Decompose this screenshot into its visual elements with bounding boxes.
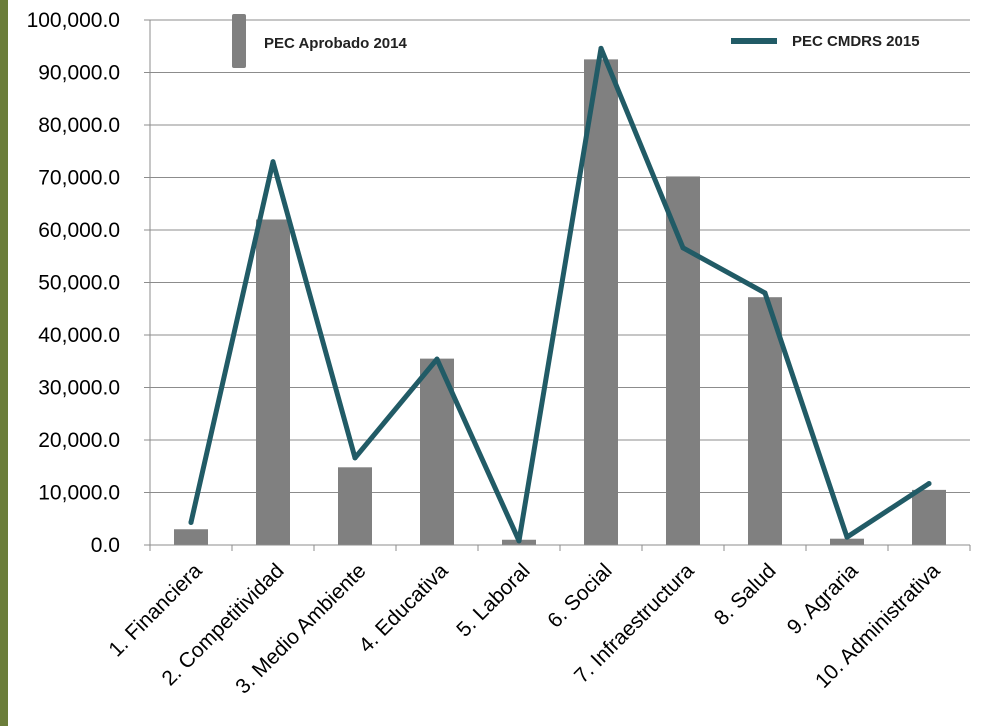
bar [748,297,782,545]
y-tick-label: 90,000.0 [38,62,120,85]
bar [584,59,618,545]
bar [666,176,700,545]
y-tick-label: 80,000.0 [38,114,120,137]
line-point [844,534,850,540]
line-point [598,45,604,51]
x-tick-label: 8. Salud [710,559,781,630]
y-tick-label: 10,000.0 [38,482,120,505]
x-tick-label: 6. Social [543,559,616,632]
legend-line-label: PEC CMDRS 2015 [792,33,920,50]
line-point [516,538,522,544]
line-series [188,45,932,544]
y-tick-label: 100,000.0 [27,9,120,32]
line-point [188,519,194,525]
legend: PEC Aprobado 2014 PEC CMDRS 2015 [232,14,920,68]
line-point [352,455,358,461]
y-tick-label: 70,000.0 [38,167,120,190]
line-point [434,356,440,362]
y-axis-ticks: 0.0 10,000.0 20,000.0 30,000.0 40,000.0 50,00… [27,9,151,557]
x-axis [149,544,971,551]
line-point [270,159,276,165]
y-tick-label: 30,000.0 [38,377,120,400]
legend-bar-label: PEC Aprobado 2014 [264,35,407,52]
bar [912,489,946,545]
line-point [926,481,932,487]
bar [256,219,290,545]
y-tick-label: 40,000.0 [38,324,120,347]
y-tick-label: 20,000.0 [38,429,120,452]
line-point [762,290,768,296]
y-tick-label: 50,000.0 [38,272,120,295]
left-accent-bar [0,0,8,726]
bar [338,467,372,545]
y-tick-label: 60,000.0 [38,219,120,242]
x-tick-label: 9. Agraria [783,559,863,639]
bar [174,529,208,545]
line-point [680,245,686,251]
line-path [188,45,932,544]
y-tick-label: 0.0 [91,534,120,557]
x-tick-label: 5. Laboral [452,559,534,641]
legend-bar-swatch [232,14,246,68]
x-tick-label: 4. Educativa [355,559,453,657]
bar [830,538,864,545]
bar-series [174,59,946,545]
